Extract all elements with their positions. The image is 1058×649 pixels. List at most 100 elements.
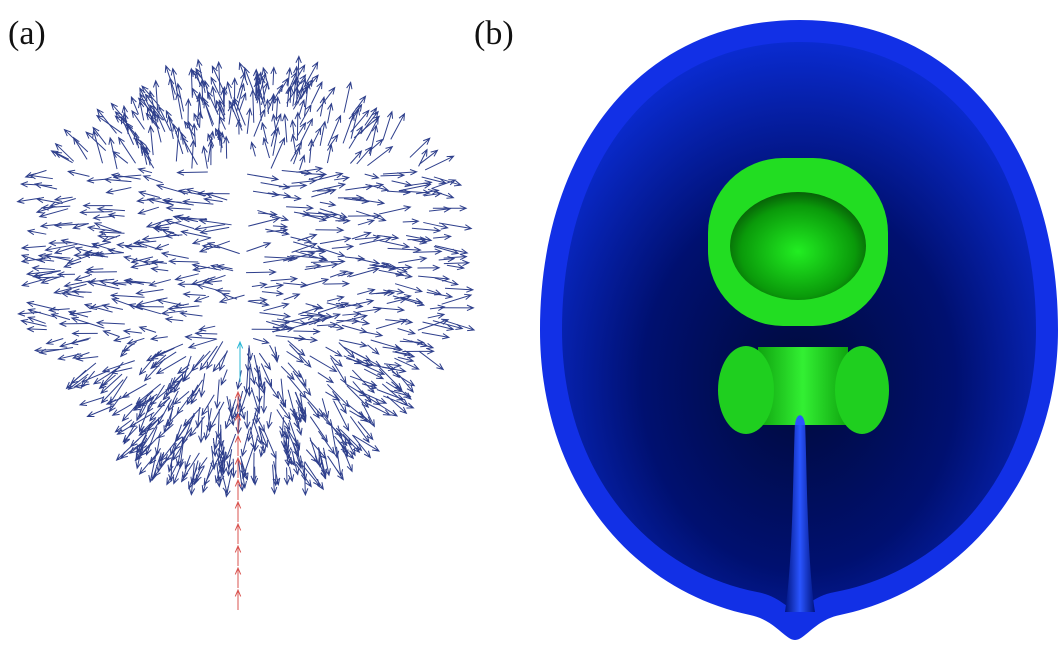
arrow (199, 326, 215, 331)
arrow (299, 100, 305, 116)
arrow (369, 185, 388, 191)
arrow (293, 242, 323, 251)
arrow (267, 412, 272, 428)
arrow (87, 178, 107, 183)
arrow (156, 244, 169, 249)
arrow (189, 339, 217, 348)
arrow (253, 338, 269, 343)
arrow (328, 116, 341, 146)
arrow (428, 189, 453, 198)
arrow (365, 174, 379, 179)
arrow (379, 270, 403, 276)
arrow (251, 142, 256, 156)
arrow (150, 384, 175, 405)
arrow (40, 347, 73, 354)
arrow (71, 339, 88, 344)
arrow (49, 240, 71, 245)
arrow (355, 258, 379, 265)
arrow (184, 292, 206, 297)
arrow (282, 114, 287, 142)
arrow (262, 68, 269, 89)
arrow (202, 147, 207, 169)
arrow (302, 462, 307, 494)
arrow (68, 170, 89, 176)
arrow (293, 329, 319, 334)
arrow (177, 170, 207, 175)
arrow (215, 379, 220, 407)
arrow (248, 217, 279, 226)
arrow (60, 338, 90, 347)
arrow (320, 237, 350, 244)
arrow (417, 265, 439, 270)
figure: (a) (b) (0, 0, 1058, 649)
arrow (211, 87, 216, 111)
arrow (236, 370, 241, 388)
arrow (262, 291, 283, 296)
arrow (387, 189, 410, 194)
arrow (68, 252, 99, 263)
panel-label: (a) (8, 15, 46, 52)
arrow (199, 457, 208, 469)
arrow (320, 122, 326, 146)
arrow (27, 326, 46, 331)
arrow (47, 339, 64, 345)
arrow (251, 453, 256, 483)
arrow (301, 119, 313, 143)
arrow (231, 459, 236, 477)
arrow (144, 176, 163, 183)
arrow (182, 356, 191, 381)
arrow (212, 66, 223, 89)
arrow (318, 373, 333, 383)
potential-surface (540, 20, 1058, 640)
arrow (300, 155, 305, 169)
arrow (247, 109, 252, 134)
arrow (33, 266, 55, 271)
arrow (246, 269, 276, 274)
arrow (206, 279, 222, 284)
panel-label: (b) (474, 15, 514, 52)
arrow (311, 189, 335, 197)
arrow (336, 314, 367, 323)
arrow (169, 259, 198, 264)
arrow (345, 184, 372, 190)
arrow (111, 293, 144, 298)
arrow (138, 207, 158, 214)
arrow (22, 245, 46, 250)
arrow (364, 332, 382, 337)
arrow (419, 351, 443, 369)
arrow (235, 480, 240, 500)
arrow (305, 396, 324, 417)
arrow (263, 138, 270, 158)
page: (a) (b) (() => { const data = JSON.parse… (0, 0, 1058, 649)
arrow (237, 342, 242, 382)
arrow (254, 355, 259, 373)
arrow (370, 125, 377, 155)
arrow (235, 524, 240, 544)
arrow (383, 112, 393, 141)
arrow (257, 93, 262, 120)
arrow (294, 409, 302, 435)
arrow (175, 274, 198, 281)
arrow (157, 299, 183, 306)
arrow (167, 206, 191, 211)
arrow (304, 62, 318, 87)
arrow (180, 311, 202, 316)
arrow (250, 90, 255, 123)
arrow (200, 373, 205, 396)
arrow (398, 328, 415, 334)
arrow (248, 301, 269, 306)
arrow (124, 329, 142, 334)
arrow (114, 336, 130, 341)
arrow (271, 276, 297, 281)
arrow (240, 390, 248, 412)
arrow (332, 244, 353, 249)
arrow (433, 234, 451, 239)
arrow (270, 345, 277, 359)
arrow (428, 313, 444, 318)
arrow (368, 345, 379, 354)
arrow (145, 146, 150, 165)
arrow (334, 176, 349, 181)
arrow (328, 456, 344, 480)
arrow (235, 590, 240, 610)
arrow (109, 213, 125, 218)
